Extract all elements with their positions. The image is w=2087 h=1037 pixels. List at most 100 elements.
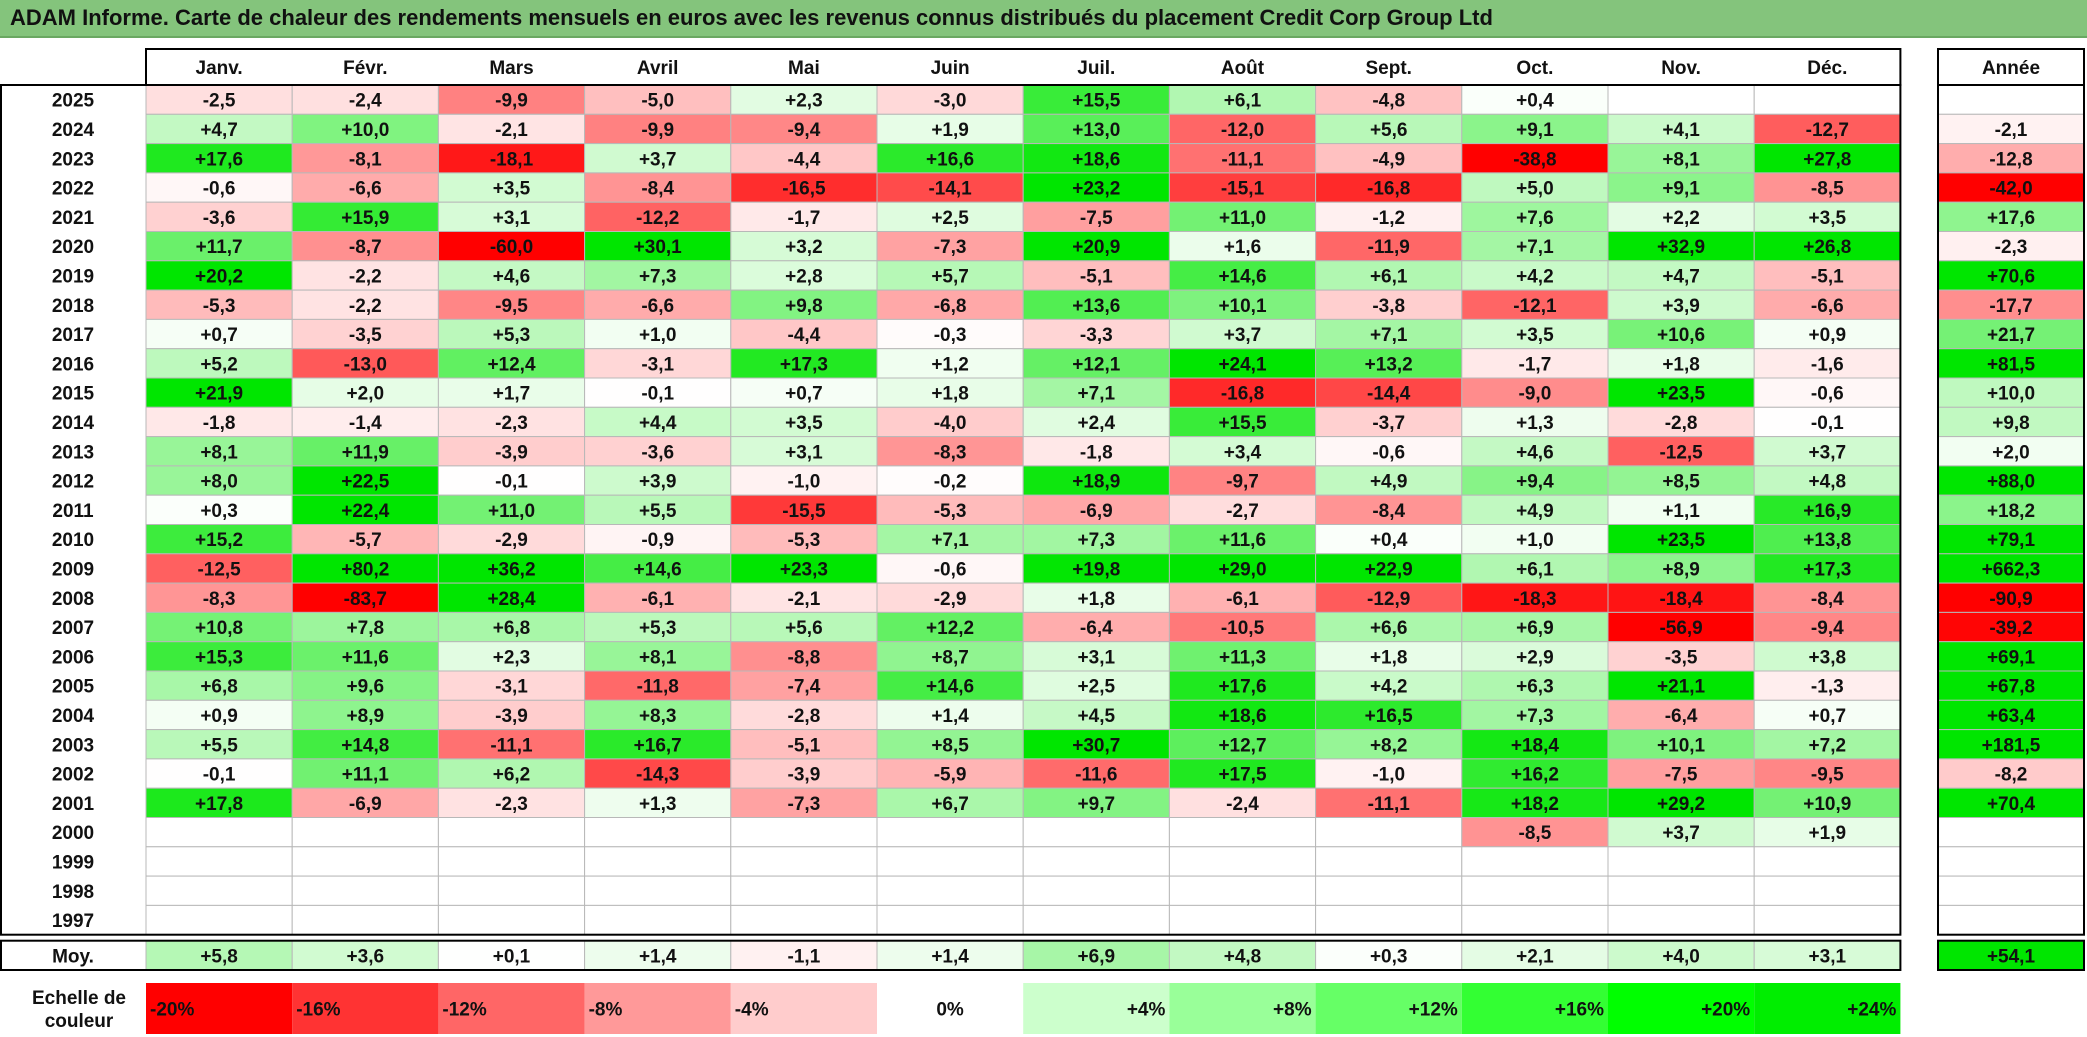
average-value: +6,9 bbox=[1078, 946, 1116, 967]
cell-value: -0,1 bbox=[641, 384, 674, 405]
cell-value: +13,2 bbox=[1365, 354, 1413, 375]
heat-cell bbox=[1461, 318, 1609, 350]
year-label: 2002 bbox=[52, 765, 94, 786]
cell-value: -0,6 bbox=[1811, 384, 1844, 405]
cell-value: -1,2 bbox=[1372, 208, 1405, 229]
heat-cell bbox=[145, 846, 293, 877]
cell-value: -9,9 bbox=[495, 91, 528, 112]
heat-cell bbox=[584, 729, 732, 760]
cell-value: -1,3 bbox=[1811, 677, 1844, 698]
month-header: Mai bbox=[788, 58, 820, 79]
average-annual-cell bbox=[1937, 939, 2085, 972]
cell-value: +11,7 bbox=[196, 237, 243, 258]
scale-label-line1: Echelle de bbox=[32, 988, 126, 1009]
annual-value: +181,5 bbox=[1982, 735, 2041, 756]
cell-value: +36,2 bbox=[487, 559, 535, 580]
heat-cell bbox=[1022, 524, 1170, 555]
cell-value: +6,8 bbox=[493, 618, 531, 639]
heat-cell bbox=[1168, 436, 1317, 467]
cell-value: -2,8 bbox=[1665, 413, 1698, 434]
heat-cell bbox=[291, 113, 439, 145]
cell-value: -11,8 bbox=[637, 677, 679, 698]
cell-value: -2,4 bbox=[349, 91, 382, 112]
average-value: +3,6 bbox=[347, 946, 385, 967]
scale-swatch bbox=[146, 983, 293, 1034]
annual-value: +17,6 bbox=[1987, 208, 2035, 229]
heat-cell bbox=[1753, 729, 1901, 760]
cell-value: +7,1 bbox=[1078, 384, 1116, 405]
cell-value: -9,7 bbox=[1226, 472, 1259, 493]
cell-value: -8,8 bbox=[788, 647, 821, 668]
heat-cell bbox=[730, 904, 878, 936]
average-annual-value: +54,1 bbox=[1987, 946, 2036, 967]
cell-value: -12,5 bbox=[1659, 442, 1703, 463]
heat-cell bbox=[876, 465, 1024, 496]
heat-cell bbox=[584, 465, 732, 496]
heat-cell bbox=[437, 494, 586, 526]
cell-value: +12,4 bbox=[487, 354, 536, 375]
cell-value: -1,6 bbox=[1811, 354, 1844, 375]
cell-value: +16,9 bbox=[1803, 501, 1851, 522]
scale-label-line2: couleur bbox=[45, 1011, 114, 1032]
heat-cell bbox=[730, 641, 878, 672]
annual-cell bbox=[1937, 787, 2085, 819]
heat-cell bbox=[584, 641, 732, 672]
heat-cell bbox=[1168, 113, 1317, 145]
cell-value: +1,1 bbox=[1662, 501, 1700, 522]
cell-value: +10,0 bbox=[341, 120, 389, 141]
annual-header: Année bbox=[1982, 58, 2040, 79]
cell-value: +3,7 bbox=[639, 149, 677, 170]
cell-value: -1,8 bbox=[203, 413, 236, 434]
heat-cell bbox=[291, 611, 439, 643]
heat-cell bbox=[145, 875, 293, 906]
cell-value: +17,5 bbox=[1218, 765, 1267, 786]
year-label: 1999 bbox=[52, 852, 94, 873]
heat-cell bbox=[1022, 289, 1170, 320]
cell-value: +5,3 bbox=[493, 325, 531, 346]
cell-value: +0,4 bbox=[1516, 91, 1554, 112]
heat-cell bbox=[1022, 377, 1170, 408]
cell-value: -83,7 bbox=[344, 589, 387, 610]
heat-cell bbox=[437, 553, 586, 584]
cell-value: -2,9 bbox=[934, 589, 967, 610]
cell-value: +10,8 bbox=[195, 618, 243, 639]
cell-value: +1,7 bbox=[493, 384, 531, 405]
cell-value: -5,1 bbox=[1080, 266, 1113, 287]
cell-value: +9,4 bbox=[1516, 472, 1554, 493]
annual-value: +69,1 bbox=[1987, 647, 2036, 668]
month-header: Avril bbox=[637, 58, 679, 79]
cell-value: -9,4 bbox=[788, 120, 821, 141]
cell-value: -8,4 bbox=[641, 179, 674, 200]
heat-cell bbox=[437, 172, 586, 203]
heat-cell bbox=[1315, 465, 1463, 496]
year-label: 2004 bbox=[52, 706, 95, 727]
heat-cell bbox=[145, 84, 293, 115]
average-value: +1,4 bbox=[931, 946, 969, 967]
heat-cell bbox=[1022, 817, 1170, 848]
cell-value: +3,9 bbox=[1662, 296, 1700, 317]
heat-cell bbox=[291, 494, 439, 526]
cell-value: +12,1 bbox=[1072, 354, 1121, 375]
cell-value: -7,4 bbox=[788, 677, 821, 698]
cell-value: +29,2 bbox=[1657, 794, 1705, 815]
cell-value: -0,9 bbox=[641, 530, 674, 551]
heat-cell bbox=[145, 289, 293, 320]
year-label: 2006 bbox=[52, 647, 94, 668]
cell-value: -14,3 bbox=[636, 765, 679, 786]
heat-cell bbox=[437, 846, 586, 877]
cell-value: -14,1 bbox=[928, 179, 972, 200]
heat-cell bbox=[584, 904, 732, 936]
heat-cell bbox=[1607, 875, 1755, 906]
heat-cell bbox=[291, 289, 439, 320]
cell-value: +1,8 bbox=[1078, 589, 1116, 610]
scale-swatch bbox=[877, 983, 1024, 1034]
heat-cell bbox=[584, 817, 732, 848]
heat-cell bbox=[1461, 846, 1609, 877]
cell-value: -0,2 bbox=[934, 472, 967, 493]
cell-value: +18,2 bbox=[1511, 794, 1559, 815]
cell-value: +18,6 bbox=[1218, 706, 1266, 727]
heat-cell bbox=[291, 729, 439, 760]
cell-value: -3,9 bbox=[788, 765, 821, 786]
cell-value: +18,4 bbox=[1511, 735, 1560, 756]
heat-cell bbox=[1315, 84, 1463, 115]
